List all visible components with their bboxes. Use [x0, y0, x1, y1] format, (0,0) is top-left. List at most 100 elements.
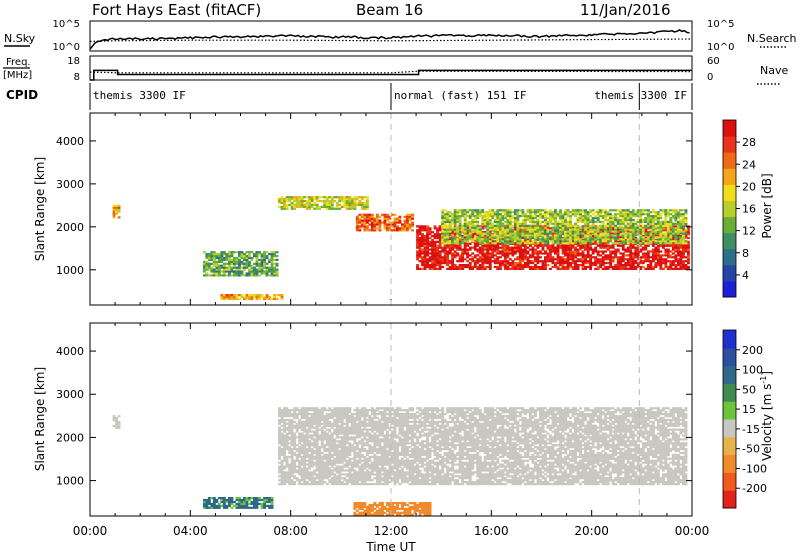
heatmap-cell	[616, 267, 620, 270]
heatmap-cell	[238, 502, 241, 505]
heatmap-cell	[283, 207, 286, 210]
heatmap-cell	[501, 216, 505, 220]
heatmap-cell	[310, 418, 314, 422]
heatmap-cell	[486, 224, 490, 227]
heatmap-cell	[584, 236, 587, 239]
heatmap-cell	[315, 418, 319, 422]
heatmap-cell	[250, 251, 254, 254]
heatmap-cell	[556, 234, 560, 237]
heatmap-cell	[508, 218, 512, 222]
heatmap-cell	[513, 242, 517, 245]
heatmap-cell	[501, 218, 505, 222]
heatmap-cell	[491, 256, 495, 259]
heatmap-cell	[308, 207, 312, 210]
heatmap-cell	[566, 211, 570, 214]
heatmap-cell	[631, 224, 635, 227]
heatmap-cell	[378, 221, 382, 224]
heatmap-cell	[666, 211, 670, 214]
heatmap-cell	[270, 272, 274, 275]
heatmap-cell	[290, 422, 294, 425]
heatmap-cell	[503, 232, 507, 235]
heatmap-cell	[639, 238, 643, 241]
heatmap-cell	[212, 253, 216, 256]
heatmap-cell	[674, 216, 678, 220]
heatmap-cell	[641, 209, 645, 212]
heatmap-cell	[606, 246, 610, 249]
heatmap-cell	[534, 209, 537, 212]
heatmap-cell	[215, 500, 219, 504]
heatmap-cell	[604, 262, 608, 265]
heatmap-cell	[501, 242, 505, 245]
heatmap-cell	[594, 232, 598, 235]
heatmap-cell	[684, 211, 688, 214]
heatmap-cell	[215, 253, 219, 256]
heatmap-cell	[564, 262, 567, 265]
heatmap-cell	[360, 223, 364, 226]
heatmap-cell	[323, 420, 327, 423]
heatmap-cell	[370, 217, 374, 220]
heatmap-cell	[466, 215, 470, 218]
heatmap-cell	[238, 498, 241, 502]
heatmap-cell	[679, 256, 683, 259]
heatmap-cell	[636, 242, 640, 245]
heatmap-cell	[205, 504, 209, 507]
heatmap-cell	[228, 255, 231, 258]
heatmap-cell	[313, 449, 317, 453]
heatmap-cell	[270, 506, 274, 509]
heatmap-cell	[508, 252, 512, 255]
heatmap-cell	[629, 264, 633, 267]
heatmap-cell	[546, 227, 550, 230]
heatmap-cell	[513, 258, 517, 261]
heatmap-cell	[496, 256, 500, 259]
heatmap-cell	[293, 453, 297, 456]
heatmap-cell	[629, 226, 633, 229]
heatmap-cell	[569, 228, 572, 231]
heatmap-cell	[483, 222, 487, 225]
heatmap-cell	[584, 211, 587, 214]
heatmap-cell	[461, 242, 465, 245]
heatmap-cell	[238, 253, 241, 256]
heatmap-cell	[498, 213, 502, 216]
heatmap-cell	[438, 242, 442, 245]
heatmap-cell	[383, 213, 387, 216]
heatmap-cell	[569, 218, 572, 222]
heatmap-cell	[300, 455, 304, 458]
heatmap-cell	[360, 213, 364, 216]
heatmap-cell	[428, 231, 432, 234]
heatmap-cell	[441, 232, 445, 235]
heatmap-cell	[280, 416, 284, 420]
heatmap-cell	[468, 236, 472, 239]
heatmap-cell	[431, 242, 434, 245]
heatmap-cell	[559, 258, 562, 261]
heatmap-cell	[541, 246, 545, 249]
heatmap-cell	[621, 260, 625, 263]
heatmap-cell	[463, 264, 467, 267]
heatmap-cell	[564, 209, 567, 212]
heatmap-cell	[471, 222, 475, 225]
heatmap-cell	[624, 228, 628, 231]
heatmap-cell	[624, 262, 628, 265]
heatmap-cell	[428, 244, 432, 247]
heatmap-cell	[664, 265, 668, 269]
heatmap-cell	[481, 244, 485, 247]
heatmap-cell	[579, 242, 582, 245]
heatmap-cell	[684, 250, 688, 253]
heatmap-cell	[473, 226, 477, 229]
heatmap-cell	[421, 248, 424, 251]
heatmap-cell	[541, 234, 545, 237]
heatmap-cell	[541, 228, 545, 231]
heatmap-cell	[230, 274, 234, 277]
heatmap-cell	[518, 244, 522, 247]
heatmap-cell	[298, 481, 302, 484]
heatmap-cell	[581, 250, 585, 253]
heatmap-cell	[253, 274, 256, 277]
heatmap-cell	[476, 224, 480, 227]
heatmap-cell	[318, 446, 322, 449]
heatmap-cell	[539, 215, 542, 218]
heatmap-cell	[278, 479, 281, 482]
heatmap-cell	[258, 253, 261, 256]
heatmap-cell	[624, 264, 628, 267]
heatmap-cell	[566, 265, 570, 269]
heatmap-cell	[503, 246, 507, 249]
heatmap-cell	[228, 498, 231, 502]
